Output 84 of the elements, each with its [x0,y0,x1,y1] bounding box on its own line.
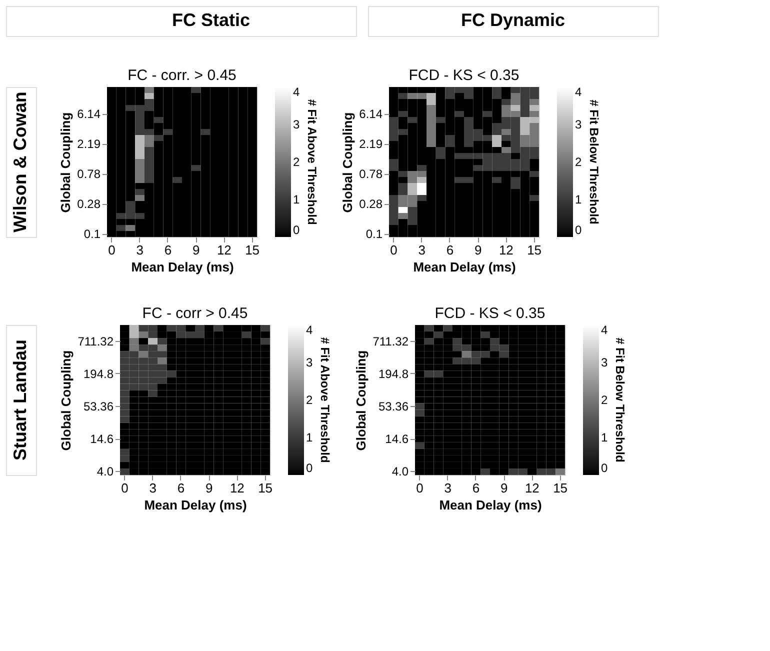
x-tick-label: 0 [416,480,424,496]
color-bar-label: 3 [575,118,582,132]
x-axis-title: Mean Delay (ms) [439,498,542,512]
x-tick-label: 9 [205,480,213,496]
y-axis-title: Global Coupling [354,350,369,451]
y-tick-label: 2.19 [359,137,383,151]
color-bar-label: 4 [293,85,300,99]
x-axis-title: Mean Delay (ms) [413,260,516,274]
color-bar-label: 3 [306,356,313,370]
x-tick-label: 3 [444,480,452,496]
text: FC Static [172,10,250,30]
color-bar-label: 4 [575,85,582,99]
y-tick-label: 14.6 [90,432,114,446]
y-tick-label: 53.36 [83,400,114,414]
x-axis-title: Mean Delay (ms) [131,260,234,274]
color-bar-label: 1 [306,430,313,444]
y-tick-label: 0.1 [366,227,383,241]
y-tick-label: 0.1 [84,227,101,241]
y-tick-label: 53.36 [378,400,409,414]
text: FC Dynamic [460,10,566,30]
color-bar-title: # Fit Below Threshold [613,338,627,462]
text: Wilson & Cowan [10,92,30,232]
y-tick-label: 711.32 [78,334,114,348]
x-tick-label: 6 [446,242,454,258]
color-bar-label: 1 [601,430,608,444]
color-bar-label: 2 [601,393,608,407]
chart-title: FC - corr. > 0.45 [128,67,236,84]
x-tick-label: 15 [527,242,542,258]
x-tick-label: 12 [230,480,244,496]
x-tick-label: 3 [136,242,144,258]
x-tick-label: 9 [192,242,200,258]
x-tick-label: 9 [500,480,508,496]
y-tick-label: 194.8 [83,366,114,381]
x-tick-label: 3 [149,480,156,496]
y-axis-title: Global Coupling [58,112,74,213]
x-tick-label: 9 [474,242,482,258]
color-bar-label: 3 [293,118,300,132]
chart-title: FC - corr > 0.45 [142,305,248,322]
y-tick-label: 0.78 [359,167,383,181]
y-tick-label: 6.14 [77,107,101,121]
x-tick-label: 6 [164,242,172,258]
x-tick-label: 15 [553,480,568,496]
y-axis-title: Global Coupling [340,112,356,213]
color-bar-label: 2 [293,155,300,169]
y-tick-label: 0.28 [77,197,101,211]
color-bar-label: 1 [293,192,300,206]
color-bar-title: # Fit Above Threshold [318,337,332,463]
color-bar-label: 4 [306,323,313,337]
color-bar-title: # Fit Below Threshold [587,100,601,224]
x-tick-label: 15 [245,242,260,258]
x-tick-label: 12 [524,480,540,496]
color-bar-label: 1 [575,192,582,206]
text: Stuart Landau [10,339,30,461]
y-tick-label: 14.6 [385,432,409,446]
y-tick-label: 2.19 [77,137,101,151]
y-tick-label: 4.0 [392,464,409,479]
x-tick-label: 15 [258,480,273,496]
x-tick-label: 6 [472,480,480,496]
x-tick-label: 12 [498,242,514,258]
x-axis-title: Mean Delay (ms) [144,498,247,512]
color-bar-label: 0 [601,461,608,475]
y-tick-label: 0.78 [77,167,101,181]
color-bar-label: 0 [293,223,300,237]
chart-title: FCD - KS < 0.35 [434,305,546,322]
x-tick-label: 0 [121,480,128,496]
y-tick-label: 711.32 [372,334,409,348]
color-bar-label: 4 [601,323,608,337]
color-bar-label: 2 [575,155,582,169]
x-tick-label: 0 [108,242,116,258]
x-tick-label: 12 [216,242,232,258]
color-bar-label: 0 [575,223,582,237]
y-tick-label: 194.8 [378,366,409,381]
color-bar-label: 0 [306,461,313,475]
color-bar-title: # Fit Above Threshold [305,99,319,225]
y-tick-label: 0.28 [359,197,383,211]
chart-title: FCD - KS < 0.35 [408,67,520,84]
color-bar-label: 2 [306,393,313,407]
x-tick-label: 3 [418,242,426,258]
x-tick-label: 0 [390,242,398,258]
color-bar-label: 3 [601,356,608,370]
y-tick-label: 4.0 [96,464,114,479]
x-tick-label: 6 [177,480,185,496]
y-tick-label: 6.14 [359,107,383,121]
y-axis-title: Global Coupling [58,350,74,451]
